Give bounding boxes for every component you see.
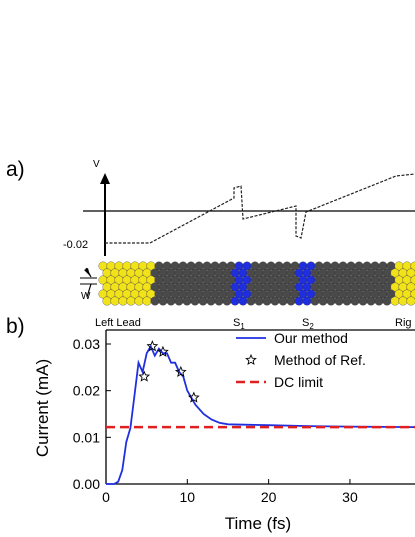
panel-a-label: a)	[6, 158, 25, 181]
y-tick-label: 0.03	[73, 336, 100, 352]
left-lead-label: Left Lead	[95, 317, 141, 329]
x-tick-label: 10	[180, 489, 196, 505]
series-line-our-method	[106, 344, 415, 485]
x-tick-label: 20	[261, 489, 277, 505]
s1-label-base: S	[233, 317, 240, 329]
atom	[406, 268, 415, 278]
series-point-method-of-ref	[146, 340, 159, 352]
v-tick-label: -0.02	[63, 239, 88, 251]
x-tick-label: 0	[102, 489, 110, 505]
w-arrow-line-top	[85, 267, 92, 278]
potential-profile	[105, 173, 415, 244]
s2-label-base: S	[302, 317, 309, 329]
chart-legend: Our method Method of Ref. DC limit	[236, 330, 366, 390]
legend-label: Method of Ref.	[274, 352, 366, 368]
s2-label: S2	[302, 317, 314, 331]
legend-label: DC limit	[274, 374, 323, 390]
s2-label-sub: 2	[309, 322, 314, 331]
atom	[406, 282, 415, 292]
v-axis-label: V	[93, 159, 100, 170]
y-tick-label: 0.01	[73, 429, 100, 445]
y-axis-label: Current (mA)	[33, 359, 52, 457]
y-tick-label: 0.02	[73, 383, 100, 399]
atom	[406, 296, 415, 306]
series-point-method-of-ref	[174, 365, 187, 377]
atom	[410, 261, 415, 271]
x-tick-label: 30	[342, 489, 358, 505]
x-axis-label: Time (fs)	[225, 514, 291, 533]
series-point-method-of-ref	[157, 345, 169, 357]
atom	[410, 289, 415, 299]
atom	[410, 275, 415, 285]
legend-swatch-method-of-ref	[245, 353, 257, 365]
s1-label-sub: 1	[240, 322, 245, 331]
right-lead-label: Rig	[395, 317, 412, 329]
nanoribbon	[98, 261, 415, 306]
series-point-method-of-ref	[187, 391, 200, 403]
w-label: W	[81, 291, 91, 302]
w-arrow-down-icon	[84, 268, 90, 276]
chart-axes: 0.00 0.01 0.02 0.03 0 10 20 30	[73, 329, 415, 505]
legend-label: Our method	[274, 330, 348, 346]
chart-series	[106, 340, 415, 485]
y-tick-label: 0.00	[73, 476, 100, 492]
v-axis-arrow-icon	[100, 173, 110, 184]
panel-b-label: b)	[6, 315, 25, 338]
w-arrow-line-bottom	[86, 283, 92, 298]
series-point-method-of-ref	[138, 370, 151, 382]
s1-label: S1	[233, 317, 245, 331]
